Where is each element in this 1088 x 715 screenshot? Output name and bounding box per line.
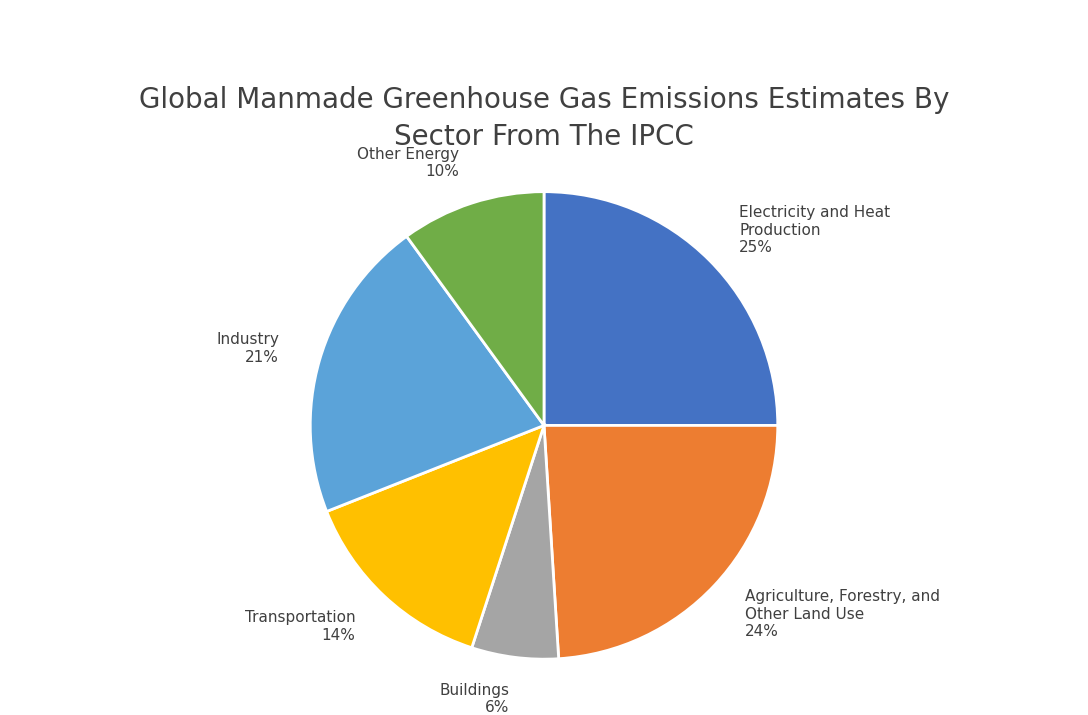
Text: Industry
21%: Industry 21%: [217, 332, 280, 365]
Text: Agriculture, Forestry, and
Other Land Use
24%: Agriculture, Forestry, and Other Land Us…: [745, 589, 940, 639]
Text: Transportation
14%: Transportation 14%: [245, 611, 355, 643]
Wedge shape: [407, 192, 544, 425]
Wedge shape: [472, 425, 558, 659]
Text: Buildings
6%: Buildings 6%: [440, 683, 509, 715]
Wedge shape: [544, 425, 778, 659]
Text: Global Manmade Greenhouse Gas Emissions Estimates By
Sector From The IPCC: Global Manmade Greenhouse Gas Emissions …: [139, 86, 949, 151]
Wedge shape: [310, 237, 544, 511]
Wedge shape: [326, 425, 544, 648]
Text: Electricity and Heat
Production
25%: Electricity and Heat Production 25%: [739, 205, 890, 255]
Text: Other Energy
10%: Other Energy 10%: [357, 147, 459, 179]
Wedge shape: [544, 192, 778, 425]
